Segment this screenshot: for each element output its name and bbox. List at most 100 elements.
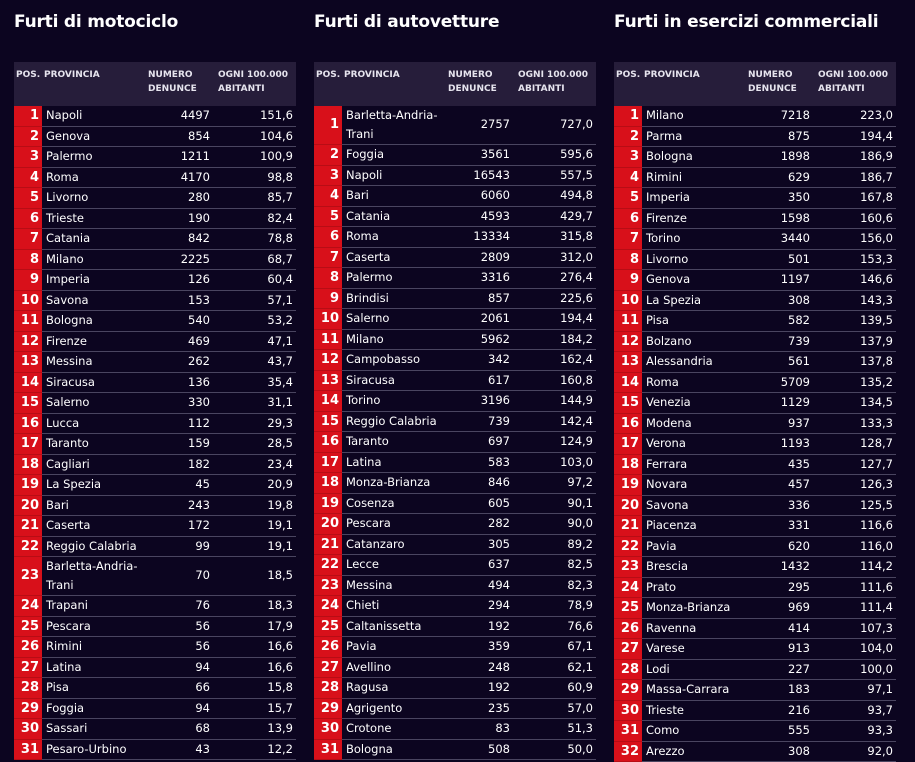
rate-cell: 35,4 [216,372,296,393]
provincia-cell: Pescara [342,513,446,535]
ranking-table: POS. PROVINCIA NUMERO DENUNCE OGNI 100.0… [314,62,596,760]
table-row: 4 Bari 6060 494,8 [314,185,596,207]
denunce-cell: 45 [146,474,216,496]
provincia-cell: Cagliari [42,454,146,475]
table-row: 12 Firenze 469 47,1 [14,331,296,352]
provincia-cell: Rimini [42,636,146,658]
provincia-cell: Messina [342,575,446,596]
provincia-cell: Messina [42,351,146,373]
table-row: 15 Salerno 330 31,1 [14,392,296,414]
denunce-cell: 227 [746,659,816,680]
provincia-cell: Latina [42,657,146,678]
rank-cell: 20 [614,495,642,516]
denunce-cell: 56 [146,636,216,658]
rate-cell: 93,3 [816,720,896,742]
table-row: 18 Monza-Brianza 846 97,2 [314,472,596,494]
denunce-cell: 1197 [746,269,816,291]
rank-cell: 30 [14,718,42,740]
denunce-cell: 875 [746,126,816,147]
table-row: 7 Caserta 2809 312,0 [314,247,596,268]
rate-cell: 160,6 [816,208,896,229]
denunce-cell: 605 [446,493,516,514]
rate-cell: 82,4 [216,208,296,229]
provincia-cell: Livorno [42,187,146,209]
table-row: 20 Pescara 282 90,0 [314,513,596,535]
table-row: 11 Bologna 540 53,2 [14,310,296,332]
rank-cell: 18 [314,472,342,494]
denunce-cell: 248 [446,657,516,678]
denunce-cell: 305 [446,534,516,555]
rank-cell: 15 [314,411,342,432]
provincia-cell: Prato [642,577,746,598]
denunce-cell: 99 [146,536,216,557]
rate-cell: 76,6 [516,616,596,637]
rate-cell: 312,0 [516,247,596,268]
rate-cell: 127,7 [816,454,896,475]
rate-cell: 162,4 [516,349,596,371]
provincia-cell: Bari [342,185,446,207]
table-row: 12 Campobasso 342 162,4 [314,349,596,371]
denunce-cell: 3316 [446,267,516,289]
rank-cell: 31 [614,720,642,742]
rate-cell: 126,3 [816,474,896,496]
rate-cell: 315,8 [516,226,596,248]
denunce-cell: 937 [746,413,816,434]
rank-cell: 6 [14,208,42,229]
denunce-cell: 620 [746,536,816,557]
denunce-cell: 1129 [746,392,816,414]
table-row: 18 Cagliari 182 23,4 [14,454,296,475]
rate-cell: 16,6 [216,657,296,678]
provincia-cell: Sassari [42,718,146,740]
rate-cell: 184,2 [516,329,596,350]
denunce-cell: 501 [746,249,816,270]
denunce-cell: 308 [746,741,816,762]
table-row: 26 Ravenna 414 107,3 [614,618,896,639]
table-row: 15 Reggio Calabria 739 142,4 [314,411,596,432]
rate-cell: 153,3 [816,249,896,270]
rank-cell: 12 [14,331,42,352]
denunce-cell: 172 [146,515,216,537]
provincia-cell: La Spezia [642,290,746,311]
provincia-cell: Agrigento [342,698,446,719]
rate-cell: 68,7 [216,249,296,270]
table-row: 11 Pisa 582 139,5 [614,310,896,332]
rate-cell: 135,2 [816,372,896,393]
table-row: 25 Caltanissetta 192 76,6 [314,616,596,637]
rate-cell: 143,3 [816,290,896,311]
provincia-cell: Torino [342,390,446,412]
denunce-cell: 94 [146,657,216,678]
denunce-cell: 582 [746,310,816,332]
denunce-cell: 243 [146,495,216,516]
rate-cell: 194,4 [516,308,596,330]
rank-cell: 22 [614,536,642,557]
rank-cell: 24 [14,595,42,617]
rate-cell: 100,9 [216,146,296,168]
table-row: 7 Torino 3440 156,0 [614,228,896,250]
rate-cell: 104,6 [216,126,296,147]
table-row: 31 Bologna 508 50,0 [314,739,596,760]
ranking-table: POS. PROVINCIA NUMERO DENUNCE OGNI 100.0… [14,62,296,760]
denunce-cell: 2809 [446,247,516,268]
provincia-cell: Ragusa [342,677,446,699]
provincia-cell: Catanzaro [342,534,446,555]
denunce-cell: 2061 [446,308,516,330]
denunce-cell: 280 [146,187,216,209]
provincia-cell: Pisa [642,310,746,332]
header-numero-denunce: NUMERO DENUNCE [146,62,216,106]
rank-cell: 7 [14,228,42,250]
table-row: 19 Novara 457 126,3 [614,474,896,496]
rate-cell: 43,7 [216,351,296,373]
table-row: 26 Rimini 56 16,6 [14,636,296,658]
rank-cell: 2 [614,126,642,147]
provincia-cell: Alessandria [642,351,746,373]
rate-cell: 18,5 [216,556,296,596]
rate-cell: 53,2 [216,310,296,332]
provincia-cell: Barletta-Andria-Trani [342,106,446,145]
rank-cell: 20 [314,513,342,535]
denunce-cell: 6060 [446,185,516,207]
rate-cell: 90,0 [516,513,596,535]
provincia-cell: Varese [642,638,746,660]
denunce-cell: 2225 [146,249,216,270]
rate-cell: 19,1 [216,536,296,557]
table-row: 9 Genova 1197 146,6 [614,269,896,291]
